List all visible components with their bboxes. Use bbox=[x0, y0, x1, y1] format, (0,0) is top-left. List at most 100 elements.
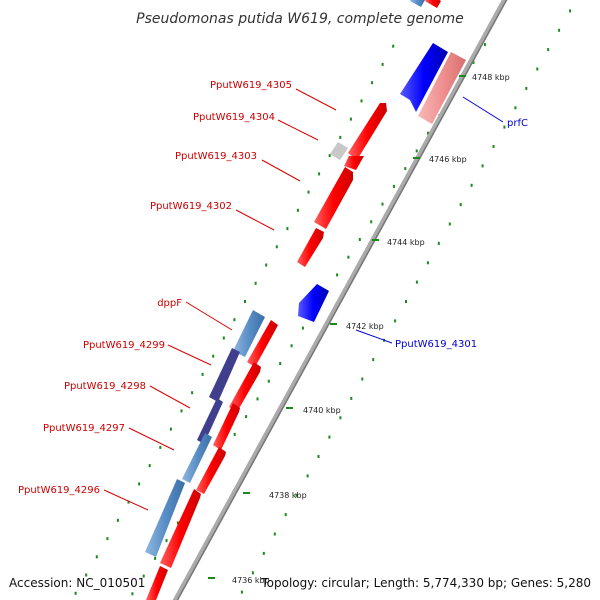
track-dot bbox=[472, 60, 475, 64]
gene-pputw619-4302[interactable] bbox=[297, 228, 324, 267]
label-pputw619-4299[interactable]: PputW619_4299 bbox=[83, 340, 165, 351]
gene-pputw619-4298-dark bbox=[197, 398, 223, 444]
tick-label-4742: 4742 kbp bbox=[346, 322, 384, 331]
track-dot bbox=[254, 281, 257, 285]
label-pputw619-4296[interactable]: PputW619_4296 bbox=[18, 485, 100, 496]
label-prfc[interactable]: prfC bbox=[507, 118, 528, 129]
label-pputw619-4303[interactable]: PputW619_4303 bbox=[175, 151, 257, 162]
track-dot bbox=[381, 62, 384, 66]
track-dot bbox=[169, 427, 172, 431]
track-dot bbox=[176, 521, 179, 525]
track-dot bbox=[154, 556, 157, 560]
track-dot bbox=[372, 358, 375, 362]
track-dot bbox=[347, 255, 350, 259]
tick-4736: 4736 kbp bbox=[208, 576, 270, 585]
track-dot bbox=[547, 48, 550, 52]
gene-top-blue-strip bbox=[410, 0, 425, 7]
gene-pputw619-4299-dark bbox=[209, 348, 240, 402]
label-pputw619-4301[interactable]: PputW619_4301 bbox=[395, 339, 477, 350]
gene-pputw619-4297[interactable] bbox=[196, 447, 226, 494]
track-dot bbox=[296, 208, 299, 212]
gene-pputw619-4305[interactable] bbox=[348, 103, 387, 160]
gene-pputw619-4296-light bbox=[145, 479, 185, 557]
track-dot bbox=[212, 354, 215, 358]
gene-top-red-strip bbox=[425, 0, 441, 8]
gene-pputw619-4299[interactable] bbox=[229, 362, 261, 412]
track-dot bbox=[284, 513, 287, 517]
label-pputw619-4305[interactable]: PputW619_4305 bbox=[210, 80, 292, 91]
tick-label-4748: 4748 kbp bbox=[472, 73, 510, 82]
tick-4746: 4746 kbp bbox=[413, 155, 467, 164]
track-dot bbox=[74, 591, 77, 595]
track-dot bbox=[301, 326, 304, 330]
tick-4748: 4748 kbp bbox=[459, 73, 510, 82]
track-dot bbox=[492, 145, 495, 148]
track-dot bbox=[427, 131, 429, 135]
track-dot bbox=[95, 555, 98, 559]
track-dot bbox=[536, 67, 539, 71]
track-dot bbox=[370, 220, 373, 224]
gene-pputw619-4297-light bbox=[182, 433, 212, 483]
gene-pputw619-4296[interactable] bbox=[160, 489, 201, 568]
track-dot bbox=[286, 227, 289, 231]
track-dot bbox=[262, 551, 265, 555]
gene-bottom-red bbox=[146, 566, 168, 600]
track-dot bbox=[404, 167, 407, 171]
track-dot bbox=[415, 149, 418, 153]
track-dot bbox=[106, 537, 109, 541]
gene-prfc[interactable] bbox=[400, 43, 448, 112]
track-dot bbox=[267, 379, 270, 383]
label-pputw619-4302[interactable]: PputW619_4302 bbox=[150, 201, 232, 212]
accession-text: Accession: NC_010501 bbox=[9, 576, 145, 590]
track-dot bbox=[569, 9, 572, 13]
track-dot bbox=[405, 300, 407, 303]
label-pputw619-4298[interactable]: PputW619_4298 bbox=[64, 381, 146, 392]
label-dppf[interactable]: dppF bbox=[157, 298, 182, 309]
gene-dppf[interactable] bbox=[233, 310, 265, 357]
tick-4742: 4742 kbp bbox=[330, 322, 384, 331]
gene-pink-neighbor bbox=[418, 52, 466, 124]
label-pputw619-4297[interactable]: PputW619_4297 bbox=[43, 423, 125, 434]
gene-pputw619-4301[interactable] bbox=[298, 284, 329, 322]
track-dot bbox=[180, 409, 183, 413]
track-dot bbox=[131, 592, 134, 596]
track-dot bbox=[306, 474, 309, 478]
track-dot bbox=[483, 43, 486, 47]
track-dot bbox=[201, 372, 204, 376]
track-dot bbox=[279, 362, 282, 365]
track-dot bbox=[360, 99, 363, 103]
track-dot bbox=[85, 573, 88, 577]
track-dot bbox=[233, 318, 236, 322]
label-leaders bbox=[103, 88, 504, 511]
track-dot bbox=[437, 241, 440, 245]
track-dot bbox=[448, 222, 451, 226]
track-dot bbox=[159, 445, 162, 449]
track-dot bbox=[392, 184, 395, 188]
track-dot bbox=[525, 86, 528, 90]
track-dot bbox=[503, 125, 506, 129]
track-dot bbox=[328, 435, 331, 439]
gene-dppf-red[interactable] bbox=[247, 320, 278, 367]
label-pputw619-4304[interactable]: PputW619_4304 bbox=[193, 112, 275, 123]
track-dot bbox=[307, 190, 310, 194]
genome-backbone bbox=[172, 0, 508, 600]
track-dot bbox=[245, 415, 248, 419]
track-dot bbox=[240, 590, 243, 594]
tick-label-4736: 4736 kbp bbox=[232, 576, 270, 585]
track-dot bbox=[470, 183, 473, 187]
track-dot bbox=[415, 280, 418, 284]
gene-pputw619-4303[interactable] bbox=[314, 167, 353, 229]
kbp-ticks: 4748 kbp 4746 kbp 4744 kbp 4742 kbp 4740… bbox=[208, 73, 510, 585]
track-dot bbox=[142, 574, 145, 578]
track-dot bbox=[318, 172, 321, 176]
track-dot bbox=[138, 482, 141, 486]
genome-title: Pseudomonas putida W619, complete genome bbox=[136, 11, 464, 27]
track-dot bbox=[392, 44, 395, 48]
track-dot bbox=[361, 377, 364, 381]
track-dot bbox=[244, 300, 246, 303]
gene-pputw619-4298[interactable] bbox=[213, 403, 240, 450]
track-dot bbox=[265, 263, 268, 267]
track-dot bbox=[256, 397, 259, 401]
gene-pputw619-4304[interactable] bbox=[344, 156, 364, 170]
